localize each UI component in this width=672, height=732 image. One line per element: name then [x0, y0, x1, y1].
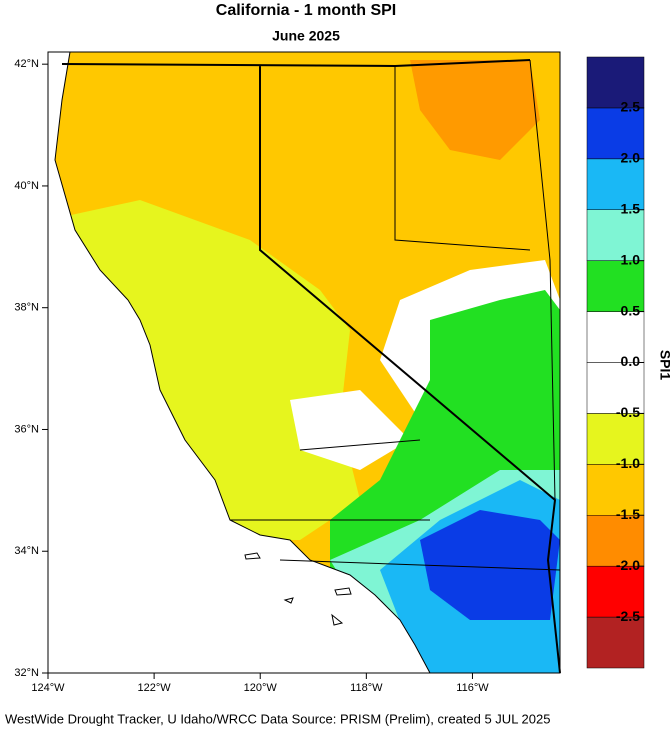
colorbar-tick-label: 0.5: [621, 302, 641, 318]
lat-tick-label: 42°N: [14, 58, 39, 70]
colorbar-bin: [586, 464, 645, 516]
lon-tick-label: 116°W: [456, 682, 489, 694]
colorbar-tick-label: -1.5: [616, 506, 640, 522]
colorbar-tick-label: 1.0: [621, 251, 641, 267]
map: 42°N 40°N 38°N 36°N 34°N 32°N 124°W 122°W 120°W 1…: [14, 51, 561, 694]
colorbar-bin: [586, 209, 645, 261]
lon-tick-label: 118°W: [350, 682, 383, 694]
colorbar: -2.5 -2.0 -1.5 -1.0 -0.5 0.0 0.5 1.0 1.5 2.0 2.5: [586, 56, 645, 669]
colorbar-tick-label: 2.0: [621, 150, 641, 166]
colorbar-tick-label: 0.0: [621, 353, 641, 369]
lat-tick-label: 34°N: [14, 545, 39, 557]
lon-tick-label: 120°W: [244, 682, 278, 694]
colorbar-bin: [586, 158, 645, 210]
lon-tick-label: 124°W: [31, 682, 65, 694]
title: California - 1 month SPI: [216, 2, 396, 19]
colorbar-bin: [586, 107, 645, 160]
colorbar-tick-label: -2.0: [616, 557, 640, 573]
subtitle: June 2025: [272, 28, 340, 44]
colorbar-tick-label: -2.5: [616, 608, 640, 624]
colorbar-tick-label: -1.0: [616, 455, 640, 471]
colorbar-bin: [586, 616, 645, 669]
lat-tick-label: 38°N: [14, 302, 39, 314]
colorbar-tick-label: 1.5: [621, 200, 641, 216]
colorbar-bin: [586, 362, 645, 414]
colorbar-bin: [586, 515, 645, 567]
footer: WestWide Drought Tracker, U Idaho/WRCC D…: [5, 711, 550, 726]
colorbar-tick-label: -0.5: [616, 404, 640, 420]
spi-raster: [55, 52, 560, 673]
colorbar-title: SPI1: [657, 350, 672, 381]
colorbar-bin: [586, 565, 645, 618]
map-frame: [47, 51, 561, 674]
colorbar-bin: [586, 413, 645, 465]
colorbar-tick-label: 2.5: [621, 99, 641, 115]
lat-tick-label: 36°N: [14, 423, 39, 435]
lat-tick-label: 40°N: [14, 180, 39, 192]
colorbar-bin: [586, 311, 645, 363]
colorbar-bin: [586, 56, 645, 109]
lat-tick-label: 32°N: [14, 667, 39, 679]
lon-tick-label: 122°W: [138, 682, 172, 694]
